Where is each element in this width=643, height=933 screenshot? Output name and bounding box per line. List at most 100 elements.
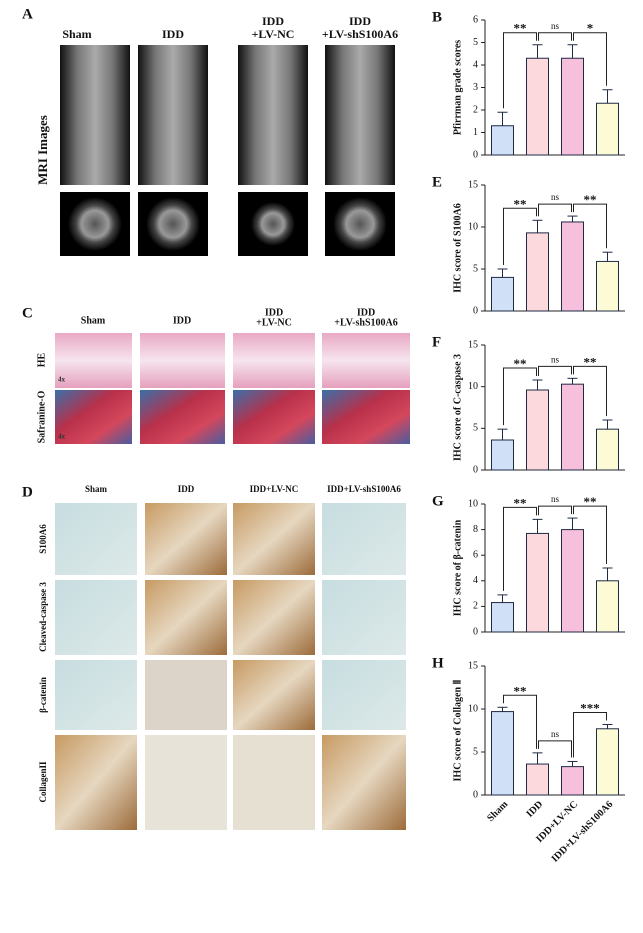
- row-label: β-catenin: [38, 677, 48, 713]
- y-tick-label: 6: [473, 549, 478, 560]
- mri-images: [60, 45, 395, 256]
- y-tick-label: 0: [473, 789, 478, 800]
- panel-label: B: [432, 9, 442, 25]
- bar: [491, 711, 514, 796]
- significance-label: **: [584, 494, 597, 509]
- bar: [491, 602, 514, 633]
- column-label: IDD: [357, 307, 375, 318]
- magnification: 4x: [58, 376, 66, 384]
- y-tick-label: 6: [473, 14, 478, 25]
- panel-label: D: [22, 484, 33, 500]
- y-tick-label: 5: [473, 746, 478, 757]
- column-label: +LV-shS100A6: [322, 27, 398, 41]
- row-label: MRI Images: [35, 115, 50, 185]
- panel-label: A: [22, 6, 33, 22]
- bar: [596, 102, 619, 156]
- row-label: S100A6: [38, 524, 48, 554]
- y-tick-label: 10: [468, 498, 478, 509]
- column-label: IDD+LV-NC: [250, 484, 299, 494]
- y-tick-label: 15: [468, 179, 478, 190]
- column-label: IDD: [349, 14, 371, 28]
- column-label: +LV-NC: [252, 27, 295, 41]
- panel-label: E: [432, 174, 442, 190]
- y-axis-label: IHC score of S100A6: [452, 203, 463, 293]
- row-label: Cleaved-caspase 3: [38, 582, 48, 652]
- bar: [596, 728, 619, 796]
- significance-label: **: [514, 495, 527, 510]
- y-tick-label: 5: [473, 263, 478, 274]
- significance-label: ns: [551, 729, 560, 739]
- significance-bracket: [573, 32, 607, 86]
- column-label: +LV-NC: [256, 317, 292, 328]
- histology-images: [55, 333, 410, 444]
- significance-bracket: [538, 203, 572, 217]
- ihc-images: [55, 503, 406, 830]
- significance-label: **: [514, 196, 527, 211]
- y-tick-label: 10: [468, 703, 478, 714]
- x-tick-label: IDD+LV-shS100A6: [550, 799, 616, 865]
- column-label: IDD: [178, 484, 195, 494]
- bar: [491, 125, 514, 156]
- significance-bracket: [503, 32, 537, 109]
- column-label: IDD: [262, 14, 284, 28]
- y-axis-label: IHC score of Collagen Ⅱ: [452, 679, 463, 781]
- y-axis-label: IHC score of β-catenin: [452, 519, 463, 616]
- bar: [596, 428, 619, 471]
- y-tick-label: 4: [473, 575, 478, 586]
- significance-label: **: [584, 192, 597, 207]
- bar: [596, 580, 619, 633]
- significance-label: ***: [580, 700, 600, 715]
- column-label: +LV-shS100A6: [334, 317, 398, 328]
- y-tick-label: 5: [473, 423, 478, 434]
- significance-bracket: [573, 203, 607, 249]
- y-tick-label: 1: [473, 127, 478, 138]
- bar: [561, 221, 584, 312]
- y-tick-label: 5: [473, 37, 478, 48]
- significance-label: **: [584, 354, 597, 369]
- bar: [526, 763, 549, 796]
- significance-bracket: [503, 694, 537, 749]
- significance-label: ns: [551, 21, 560, 31]
- significance-label: **: [514, 356, 527, 371]
- y-tick-label: 10: [468, 221, 478, 232]
- significance-label: *: [587, 21, 594, 36]
- column-label: IDD: [162, 27, 184, 41]
- y-axis-label: Pfirrman grade scores: [452, 40, 463, 135]
- y-tick-label: 4: [473, 59, 478, 70]
- significance-label: ns: [551, 192, 560, 202]
- column-label: IDD+LV-shS100A6: [327, 484, 401, 494]
- y-tick-label: 10: [468, 381, 478, 392]
- column-label: IDD: [265, 307, 283, 318]
- panel-label: G: [432, 493, 444, 509]
- bar: [596, 260, 619, 312]
- significance-bracket: [503, 506, 537, 591]
- significance-bracket: [538, 740, 572, 758]
- bar: [526, 389, 549, 471]
- significance-label: ns: [551, 354, 560, 364]
- y-axis-label: IHC score of C-caspase 3: [452, 354, 463, 461]
- bar: [561, 766, 584, 796]
- significance-bracket: [538, 505, 572, 516]
- bar: [526, 57, 549, 156]
- bar: [491, 439, 514, 471]
- significance-label: **: [514, 21, 527, 36]
- column-label: Sham: [62, 27, 91, 41]
- bar: [561, 57, 584, 156]
- y-tick-label: 2: [473, 601, 478, 612]
- bar: [526, 532, 549, 633]
- y-tick-label: 0: [473, 464, 478, 475]
- significance-label: ns: [551, 494, 560, 504]
- significance-label: **: [514, 683, 527, 698]
- column-label: Sham: [85, 484, 108, 494]
- panel-label: H: [432, 655, 444, 671]
- significance-bracket: [538, 32, 572, 41]
- y-tick-label: 0: [473, 305, 478, 316]
- row-label: Safranine-O: [36, 390, 47, 443]
- magnification: 4x: [58, 433, 66, 441]
- significance-bracket: [573, 711, 607, 758]
- significance-bracket: [503, 207, 537, 265]
- y-tick-label: 8: [473, 524, 478, 535]
- panel-label: C: [22, 305, 33, 321]
- panel-label: F: [432, 334, 441, 350]
